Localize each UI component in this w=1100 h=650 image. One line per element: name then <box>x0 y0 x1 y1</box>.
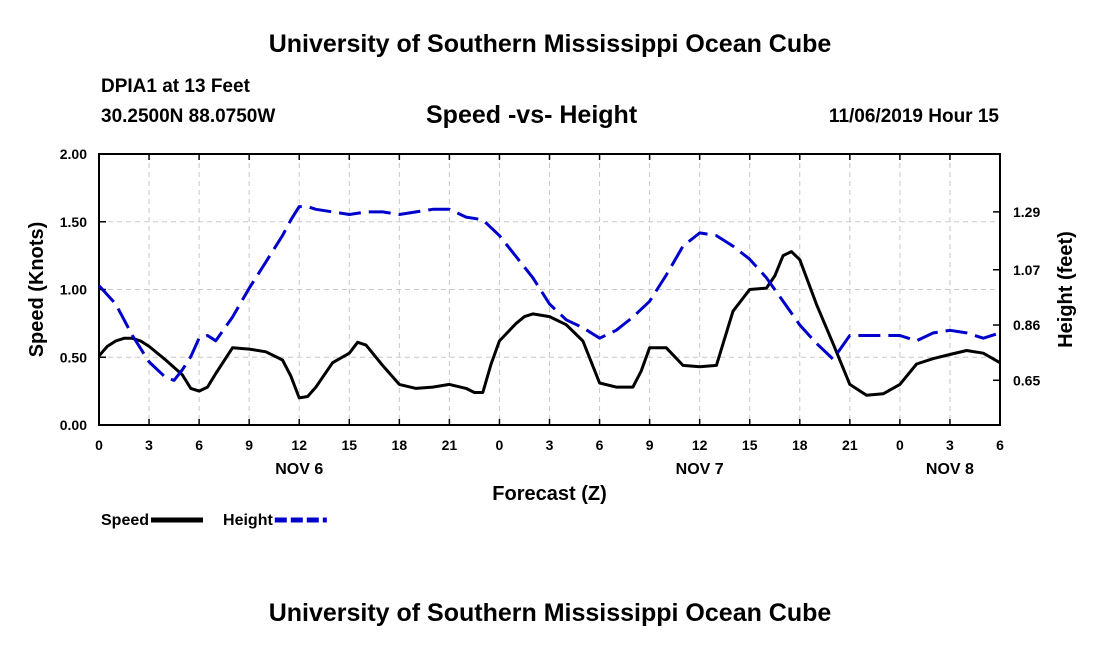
y-tick-label: 1.50 <box>60 214 87 230</box>
chart-series <box>97 205 1001 400</box>
x-tick-label: 3 <box>946 437 954 453</box>
x-tick-label: 18 <box>392 437 408 453</box>
x-tick-label: 3 <box>546 437 554 453</box>
x-tick-label: 9 <box>245 437 253 453</box>
x-axis-label: Forecast (Z) <box>492 483 606 505</box>
station-coordinates: 30.2500N 88.0750W <box>101 106 276 127</box>
y-axis-label: Speed (Knots) <box>26 222 48 358</box>
x-tick-label: 6 <box>195 437 203 453</box>
x-tick-label: 0 <box>95 437 103 453</box>
legend-label-height: Height <box>223 512 273 529</box>
chart-title: Speed -vs- Height <box>426 101 638 129</box>
x-tick-label: 15 <box>341 437 357 453</box>
x-tick-label: 15 <box>742 437 758 453</box>
x-tick-label: 18 <box>792 437 808 453</box>
speed-series-line <box>97 250 1001 400</box>
x-tick-label: 3 <box>145 437 153 453</box>
chart-gridlines <box>99 154 1000 425</box>
y2-tick-label: 0.65 <box>1013 372 1040 388</box>
height-series-line <box>97 205 1001 382</box>
x-tick-label: 9 <box>646 437 654 453</box>
y2-axis-label: Height (feet) <box>1055 231 1077 348</box>
chart-legend: Speed Height <box>101 512 327 529</box>
y2-tick-label: 0.86 <box>1013 317 1040 333</box>
y-tick-label: 0.50 <box>60 349 87 365</box>
x-tick-label: 6 <box>596 437 604 453</box>
date-label: NOV 6 <box>275 461 323 478</box>
x-tick-label: 12 <box>692 437 708 453</box>
x-tick-label: 6 <box>996 437 1004 453</box>
legend-label-speed: Speed <box>101 512 149 529</box>
forecast-timestamp: 11/06/2019 Hour 15 <box>828 106 999 127</box>
x-tick-label: 21 <box>842 437 858 453</box>
y2-tick-label: 1.29 <box>1013 204 1040 220</box>
y-tick-label: 0.00 <box>60 417 87 433</box>
date-label: NOV 8 <box>926 461 974 478</box>
header-title: University of Southern Mississippi Ocean… <box>268 30 832 58</box>
y2-tick-label: 1.07 <box>1013 262 1040 278</box>
date-label: NOV 7 <box>676 461 724 478</box>
axis-ticks: 0 3 6 9 12 15 18 21 0 3 6 9 12 15 18 21 0 3 6 NOV 6 NOV 7 NOV… <box>60 146 1041 478</box>
x-tick-label: 12 <box>291 437 307 453</box>
y-tick-label: 2.00 <box>60 146 87 162</box>
y-tick-label: 1.00 <box>60 282 87 298</box>
footer-title: University of Southern Mississippi Ocean… <box>268 599 832 627</box>
station-name: DPIA1 at 13 Feet <box>101 76 250 97</box>
x-tick-label: 21 <box>442 437 458 453</box>
x-tick-label: 0 <box>496 437 504 453</box>
x-tick-label: 0 <box>896 437 904 453</box>
